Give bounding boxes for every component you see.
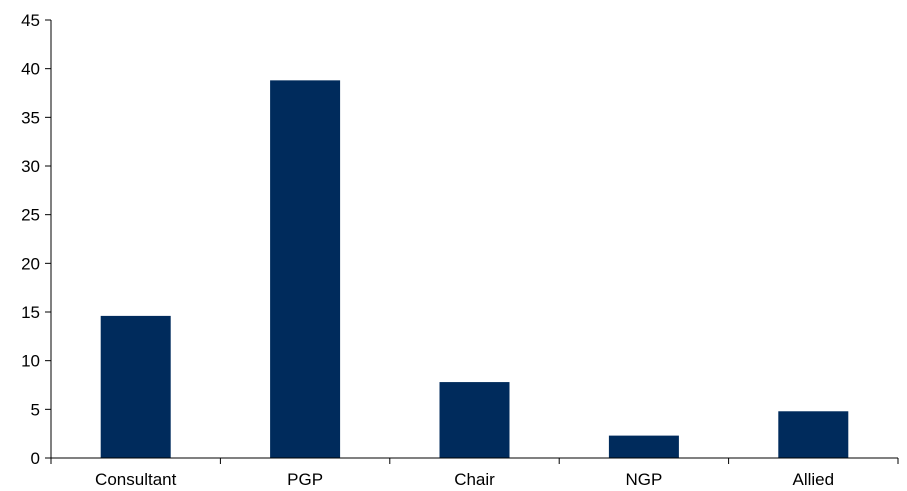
y-tick-label: 0 — [31, 449, 40, 468]
bar-ngp — [608, 435, 679, 458]
bar-consultant — [100, 315, 171, 458]
x-category-label: NGP — [625, 470, 662, 489]
bar-allied — [778, 411, 849, 458]
y-tick-label: 40 — [21, 60, 40, 79]
bar-chair — [439, 382, 510, 458]
x-category-label: Consultant — [95, 470, 177, 489]
y-tick-label: 30 — [21, 157, 40, 176]
y-tick-label: 25 — [21, 206, 40, 225]
y-tick-label: 35 — [21, 108, 40, 127]
y-tick-label: 15 — [21, 303, 40, 322]
bars — [100, 80, 849, 458]
y-axis-ticks: 0 5 10 15 20 25 30 35 40 45 — [21, 11, 51, 468]
y-tick-label: 45 — [21, 11, 40, 30]
y-tick-label: 10 — [21, 352, 40, 371]
bar-pgp — [270, 80, 341, 458]
x-category-label: Chair — [454, 470, 495, 489]
y-tick-label: 5 — [31, 400, 40, 419]
x-axis-ticks: Consultant PGP Chair NGP Allied — [50, 458, 899, 489]
y-tick-label: 20 — [21, 254, 40, 273]
x-category-label: PGP — [287, 470, 323, 489]
x-category-label: Allied — [793, 470, 835, 489]
